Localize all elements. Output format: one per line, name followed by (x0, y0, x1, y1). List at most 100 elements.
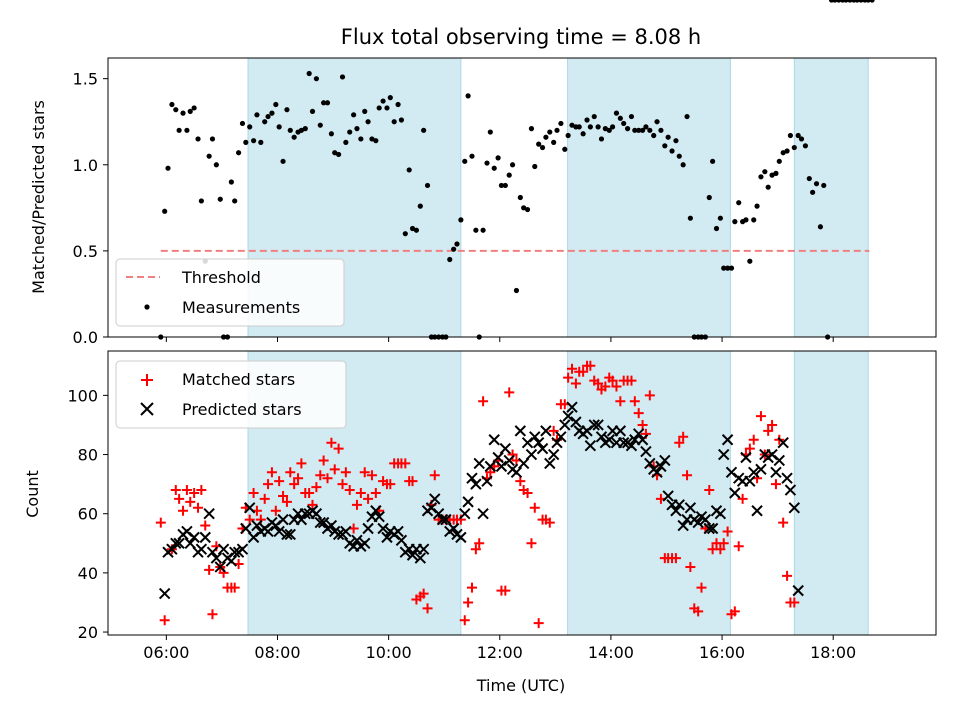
measurement-point (332, 150, 338, 156)
measurement-point (458, 217, 464, 223)
measurement-point (313, 76, 319, 82)
measurement-point (402, 231, 408, 237)
predicted-star-point (729, 487, 741, 499)
measurement-point (521, 205, 527, 211)
matched-star-point (744, 443, 755, 454)
measurement-point (854, 0, 860, 3)
predicted-star-point (514, 425, 527, 437)
matched-star-point (274, 476, 285, 487)
matched-star-point (174, 493, 185, 504)
predicted-star-point (481, 475, 493, 487)
predicted-star-point (210, 552, 223, 564)
matched-star-point (611, 381, 622, 392)
predicted-star-point (529, 431, 541, 443)
measurement-point (554, 127, 560, 133)
measurement-point (298, 127, 304, 133)
predicted-star-point (770, 466, 782, 478)
predicted-star-point (281, 528, 293, 541)
predicted-star-point (644, 457, 656, 470)
top-y-axis-label: Matched/Predicted stars (29, 100, 48, 294)
matched-star-point (478, 396, 489, 407)
matched-star-point (285, 467, 296, 478)
measurement-point (358, 136, 364, 142)
predicted-star-point (703, 522, 715, 535)
matched-star-point (266, 467, 277, 478)
measurement-point (273, 101, 279, 108)
measurement-point (532, 163, 538, 170)
predicted-star-point (473, 457, 485, 470)
predicted-star-point (277, 513, 289, 526)
matched-star-point (333, 443, 344, 454)
measurement-point (462, 158, 468, 164)
predicted-star-point (203, 508, 215, 520)
measurement-point (269, 110, 275, 116)
predicted-star-point (655, 460, 667, 473)
matched-star-point (644, 390, 655, 401)
matched-star-point (607, 375, 618, 386)
measurement-point (228, 179, 234, 185)
predicted-star-point (351, 534, 363, 547)
predicted-star-point (436, 513, 449, 526)
measurement-point (636, 127, 642, 133)
predicted-star-point (492, 451, 504, 464)
measurement-point (628, 113, 635, 120)
predicted-star-point (381, 531, 393, 544)
measurement-point (680, 162, 686, 168)
matched-star-point (200, 520, 211, 531)
matched-star-point (422, 603, 433, 614)
predicted-star-point (429, 493, 441, 505)
matched-star-point (278, 490, 289, 501)
measurement-point (280, 158, 286, 164)
matched-legend-swatch (141, 374, 153, 386)
measurement-point (165, 165, 171, 171)
measurement-point (291, 134, 297, 140)
observing-window-3 (794, 351, 869, 635)
predicted-star-point (551, 437, 563, 449)
measurement-point (169, 101, 175, 108)
matched-star-point (470, 544, 481, 555)
predicted-star-point (662, 490, 674, 502)
measurement-point (480, 227, 486, 233)
measurement-point (658, 127, 664, 133)
predicted-star-point (195, 543, 208, 555)
predicted-star-point (670, 505, 682, 517)
predicted-star-point (262, 525, 274, 538)
predicted-star-point (684, 502, 697, 514)
matched-star-point (193, 502, 204, 513)
predicted-star-point (417, 543, 430, 555)
measurement-point (802, 143, 809, 149)
measurement-point (373, 138, 379, 144)
measurement-point (584, 117, 590, 123)
measurement-point (484, 160, 490, 166)
measurement-point (543, 134, 549, 140)
matched-star-point (359, 467, 370, 478)
predicted-star-point (614, 425, 627, 437)
matched-star-point (344, 485, 355, 496)
predicted-star-point (781, 472, 793, 484)
matched-star-point (782, 570, 793, 581)
measurement-point (843, 0, 849, 3)
predicted-star-point (636, 434, 649, 446)
predicted-star-point (236, 543, 249, 555)
top-observing-windows (247, 58, 869, 337)
matched-star-point (578, 366, 589, 377)
measurement-point (502, 182, 508, 189)
measurement-point (617, 115, 623, 121)
measurement-point (721, 265, 727, 271)
measurement-point (747, 258, 753, 264)
measurement-point (647, 127, 653, 133)
predicted-star-point (777, 437, 789, 449)
measurement-point (451, 246, 457, 252)
matched-star-point (463, 597, 474, 608)
matched-star-point (348, 523, 359, 534)
measurement-point (232, 198, 238, 204)
measurement-point (565, 132, 571, 139)
predicted-star-point (217, 543, 230, 555)
matched-star-point (351, 499, 362, 510)
predicted-star-point (788, 502, 801, 514)
predicted-star-point (651, 466, 663, 478)
measurement-point (239, 120, 246, 127)
predicted-star-point (632, 428, 645, 440)
measurement-point (276, 124, 282, 130)
measurement-point (391, 119, 397, 125)
